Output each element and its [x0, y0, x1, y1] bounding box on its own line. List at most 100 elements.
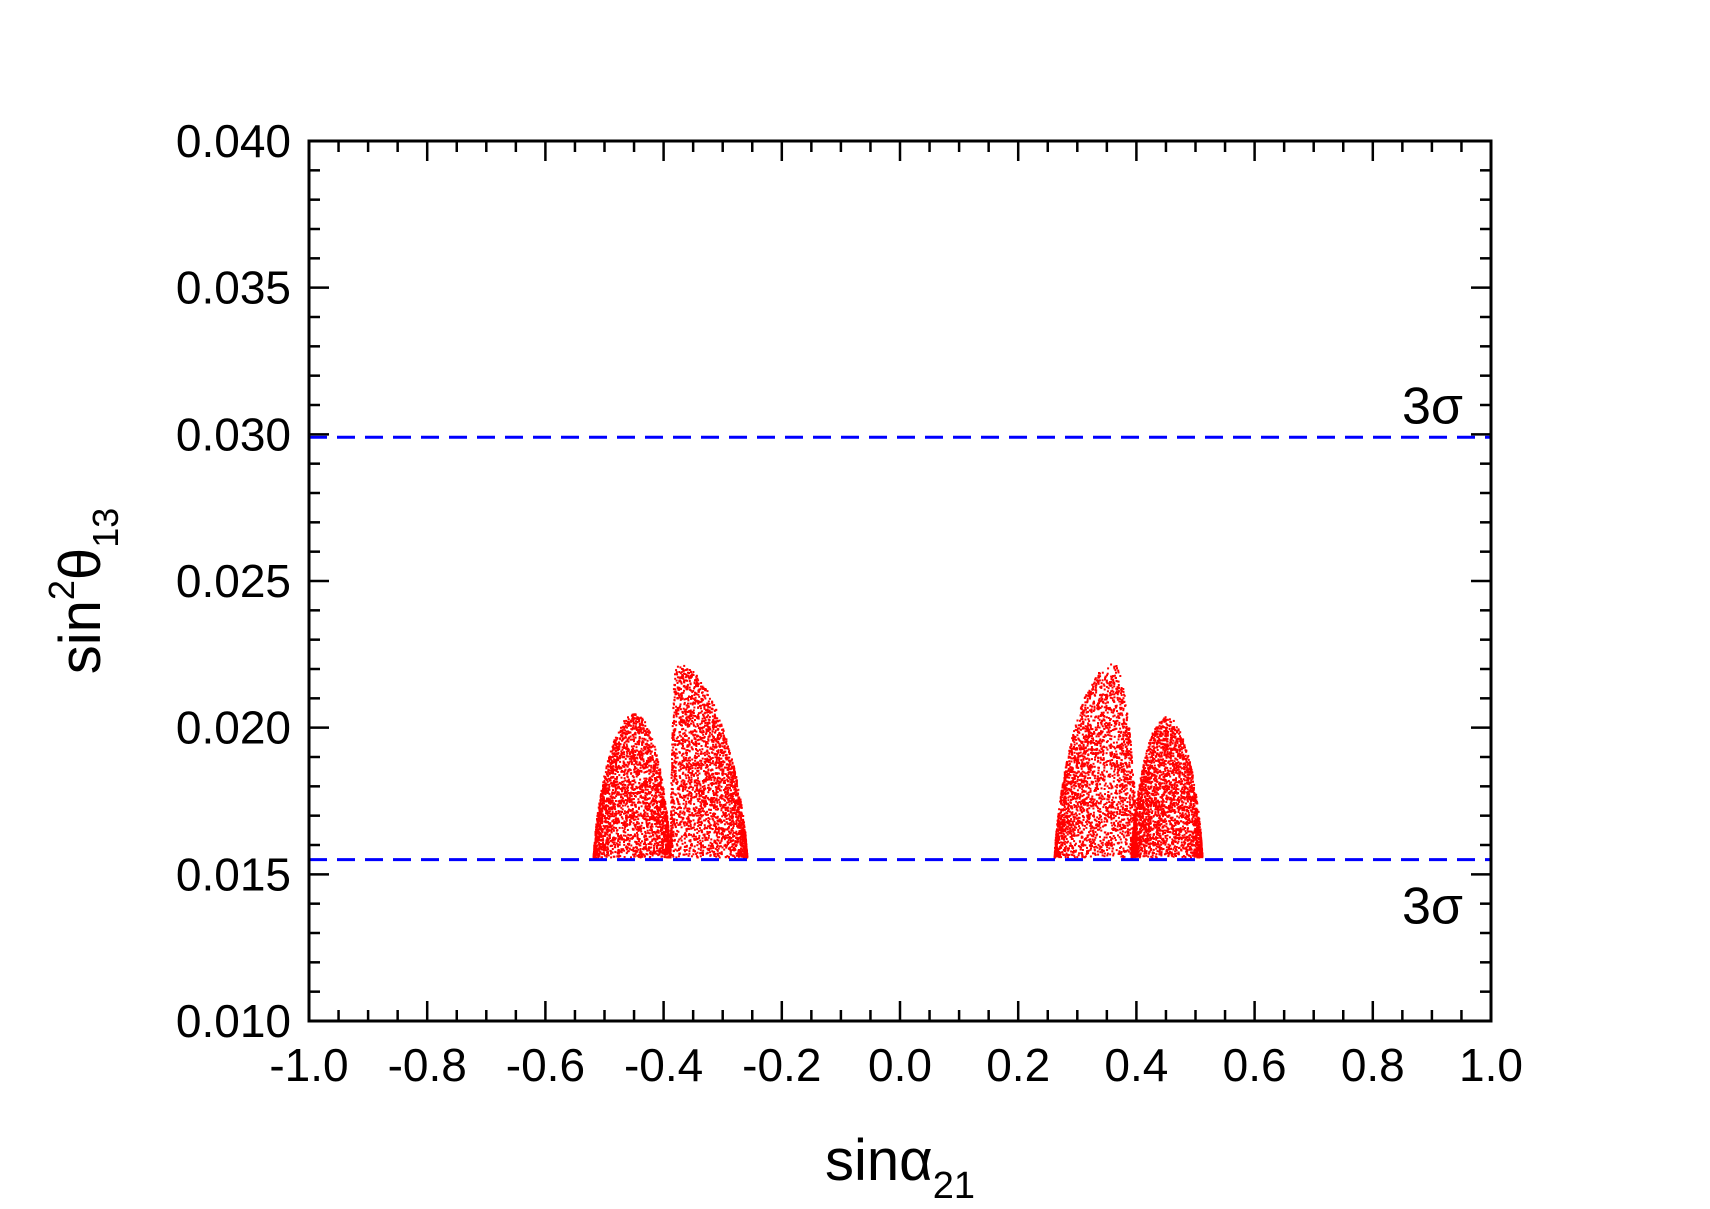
data-point: [617, 833, 619, 835]
data-point: [722, 742, 725, 745]
data-point: [655, 762, 658, 765]
data-point: [699, 839, 702, 842]
data-point: [702, 849, 705, 852]
data-point: [671, 749, 674, 752]
data-point: [702, 731, 705, 734]
data-point: [660, 851, 663, 854]
data-point: [731, 829, 734, 832]
data-point: [615, 842, 618, 845]
data-point: [689, 802, 692, 805]
data-point: [644, 746, 647, 749]
data-point: [660, 781, 663, 784]
data-point: [685, 675, 688, 678]
data-point: [618, 774, 621, 777]
data-point: [661, 799, 664, 802]
data-point: [599, 814, 602, 816]
data-point: [600, 834, 603, 837]
data-point: [607, 774, 609, 777]
data-point: [624, 729, 627, 732]
data-point: [607, 841, 610, 844]
data-point: [687, 699, 690, 702]
data-point: [721, 760, 724, 763]
data-point: [608, 783, 610, 786]
data-point: [635, 762, 638, 765]
data-point: [639, 849, 642, 852]
data-point: [721, 830, 724, 833]
data-point: [635, 726, 638, 729]
data-point: [616, 822, 619, 825]
data-point: [660, 828, 662, 831]
data-point: [698, 793, 701, 796]
data-point: [607, 770, 610, 773]
data-point: [728, 813, 731, 816]
data-point: [683, 780, 686, 783]
data-point: [707, 786, 709, 789]
data-point: [626, 775, 629, 778]
data-point: [671, 838, 674, 841]
data-point: [612, 753, 615, 755]
data-point: [632, 754, 635, 757]
data-point: [723, 746, 726, 749]
data-point: [693, 838, 696, 841]
data-point: [682, 810, 685, 813]
data-point: [638, 726, 641, 729]
data-point: [632, 793, 635, 796]
data-point: [726, 828, 729, 831]
data-point: [633, 834, 636, 837]
data-point: [614, 785, 617, 788]
data-point: [646, 781, 649, 784]
data-point: [694, 679, 696, 682]
data-point: [608, 810, 611, 813]
data-point: [633, 740, 635, 743]
data-point: [702, 833, 705, 836]
data-point: [612, 796, 615, 799]
data-point: [685, 835, 688, 838]
data-point: [615, 793, 618, 796]
data-point: [630, 848, 633, 851]
data-point: [650, 843, 653, 846]
data-point: [608, 771, 611, 774]
data-point: [707, 738, 710, 741]
data-point: [696, 838, 699, 841]
data-point: [633, 813, 635, 816]
data-point: [606, 811, 609, 814]
data-point: [639, 730, 642, 733]
data-point: [696, 832, 699, 834]
data-point: [686, 807, 689, 810]
data-point: [691, 770, 694, 773]
data-point: [655, 788, 658, 791]
data-point: [691, 767, 694, 770]
data-point: [675, 693, 678, 695]
data-point: [697, 821, 700, 824]
data-point: [599, 801, 602, 804]
data-point: [728, 753, 731, 755]
data-point: [621, 808, 624, 811]
data-point: [737, 850, 740, 853]
data-point: [716, 853, 719, 856]
data-point: [678, 706, 681, 709]
data-point: [698, 798, 701, 800]
data-point: [721, 745, 724, 748]
data-point: [601, 820, 604, 823]
data-point: [699, 810, 702, 813]
data-point: [680, 688, 682, 691]
data-point: [643, 818, 646, 820]
data-point: [605, 841, 608, 844]
data-point: [715, 721, 718, 724]
data-point: [683, 747, 686, 750]
data-point: [742, 831, 745, 834]
data-point: [674, 709, 677, 712]
data-point: [675, 775, 678, 778]
data-point: [662, 839, 665, 842]
data-point: [699, 723, 702, 726]
data-point: [682, 788, 684, 791]
data-point: [617, 731, 620, 734]
data-point: [599, 835, 602, 838]
data-point: [689, 765, 692, 768]
data-point: [743, 838, 746, 840]
data-point: [700, 704, 703, 707]
data-point: [623, 765, 626, 768]
data-point: [693, 845, 696, 848]
data-point: [614, 814, 617, 817]
data-point: [606, 797, 609, 800]
